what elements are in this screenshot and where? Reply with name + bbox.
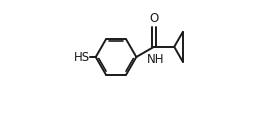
Text: HS: HS [74,51,90,64]
Text: NH: NH [147,52,164,65]
Text: O: O [149,12,159,25]
